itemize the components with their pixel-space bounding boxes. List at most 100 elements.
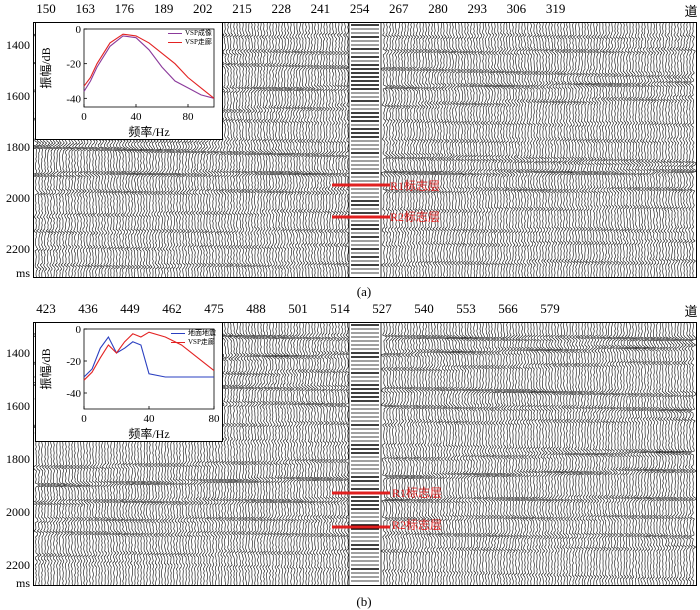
trace-line — [341, 23, 350, 277]
trace-line — [264, 323, 276, 585]
trace-line — [493, 323, 504, 585]
trace-line — [565, 323, 576, 585]
trace-line — [666, 323, 678, 585]
trace-line — [268, 23, 279, 277]
trace-number: 267 — [389, 1, 409, 16]
trace-line — [415, 323, 426, 585]
trace-line — [226, 323, 238, 585]
time-tick-label: 2000 — [6, 505, 30, 519]
trace-line — [307, 23, 317, 277]
trace-line — [586, 323, 596, 585]
trace-line — [338, 23, 347, 277]
trace-line — [632, 23, 640, 277]
trace-line — [680, 23, 689, 277]
trace-line — [337, 323, 347, 585]
trace-line — [252, 323, 263, 585]
trace-line — [535, 23, 544, 277]
trace-line — [601, 23, 611, 277]
trace-line — [663, 323, 675, 585]
trace-line — [322, 23, 332, 277]
trace-line — [278, 23, 288, 277]
trace-number: 254 — [349, 1, 370, 16]
series-line — [83, 335, 214, 378]
trace-line — [667, 23, 677, 277]
trace-line — [665, 23, 674, 277]
seismic-traces-a — [34, 23, 696, 277]
x-tick-label: 40 — [131, 111, 143, 123]
trace-line — [285, 323, 296, 585]
trace-line — [325, 23, 335, 277]
trace-line — [469, 323, 480, 585]
trace-line — [438, 23, 448, 277]
vsp-corridor — [348, 323, 382, 585]
trace-line — [238, 323, 249, 585]
trace-line — [529, 323, 539, 585]
trace-number: 293 — [467, 1, 487, 16]
trace-axis-unit: 道 — [684, 4, 698, 19]
trace-line — [510, 323, 522, 585]
trace-line — [412, 323, 423, 585]
trace-line — [260, 23, 270, 277]
trace-line — [298, 23, 308, 277]
trace-line — [328, 323, 339, 585]
time-tick-label: 2200 — [6, 242, 30, 256]
y-tick-label: -40 — [66, 93, 81, 105]
trace-line — [258, 323, 270, 585]
legend-b: 地面地震 VSP走廊 — [171, 329, 216, 347]
trace-line — [424, 323, 435, 585]
trace-line — [445, 323, 455, 585]
trace-line — [457, 323, 467, 585]
horizon-label-a2: R2标志层 — [390, 210, 441, 224]
trace-line — [444, 23, 454, 277]
trace-line — [605, 323, 614, 585]
time-tick-label: 1800 — [6, 140, 30, 154]
trace-number: 150 — [36, 1, 56, 16]
trace-line — [634, 323, 644, 585]
trace-line — [583, 23, 593, 277]
trace-line — [562, 323, 572, 585]
trace-line — [577, 23, 588, 277]
trace-line — [499, 323, 510, 585]
trace-line — [517, 23, 526, 277]
y-tick-label: -40 — [66, 388, 81, 400]
trace-line — [310, 23, 320, 277]
trace-line — [451, 323, 461, 585]
trace-line — [637, 23, 646, 277]
trace-line — [429, 23, 440, 277]
trace-line — [623, 323, 633, 585]
trace-number: 163 — [75, 1, 95, 16]
trace-line — [307, 323, 318, 585]
trace-line — [409, 323, 420, 585]
trace-line — [497, 23, 505, 277]
trace-line — [334, 323, 344, 585]
trace-line — [463, 323, 473, 585]
trace-line — [646, 323, 657, 585]
trace-line — [380, 23, 389, 277]
trace-line — [568, 323, 579, 585]
trace-line — [595, 23, 606, 277]
trace-line — [604, 23, 615, 277]
trace-line — [669, 323, 680, 585]
trace-line — [562, 23, 573, 277]
horizon-label-b2: R2标志层 — [392, 518, 443, 532]
trace-line — [523, 23, 532, 277]
trace-line — [219, 323, 231, 585]
trace-line — [331, 23, 340, 277]
trace-line — [551, 23, 560, 277]
trace-line — [295, 23, 305, 277]
series-line — [83, 331, 215, 381]
trace-line — [509, 23, 517, 277]
trace-line — [255, 323, 267, 585]
trace-line — [507, 323, 519, 585]
trace-line — [687, 323, 696, 585]
trace-line — [494, 23, 502, 277]
trace-line — [298, 323, 309, 585]
trace-line — [322, 323, 332, 585]
trace-line — [515, 23, 523, 277]
trace-line — [681, 323, 692, 585]
trace-line — [532, 23, 541, 277]
trace-line — [617, 323, 626, 585]
trace-line — [520, 323, 531, 585]
trace-line — [343, 323, 352, 585]
